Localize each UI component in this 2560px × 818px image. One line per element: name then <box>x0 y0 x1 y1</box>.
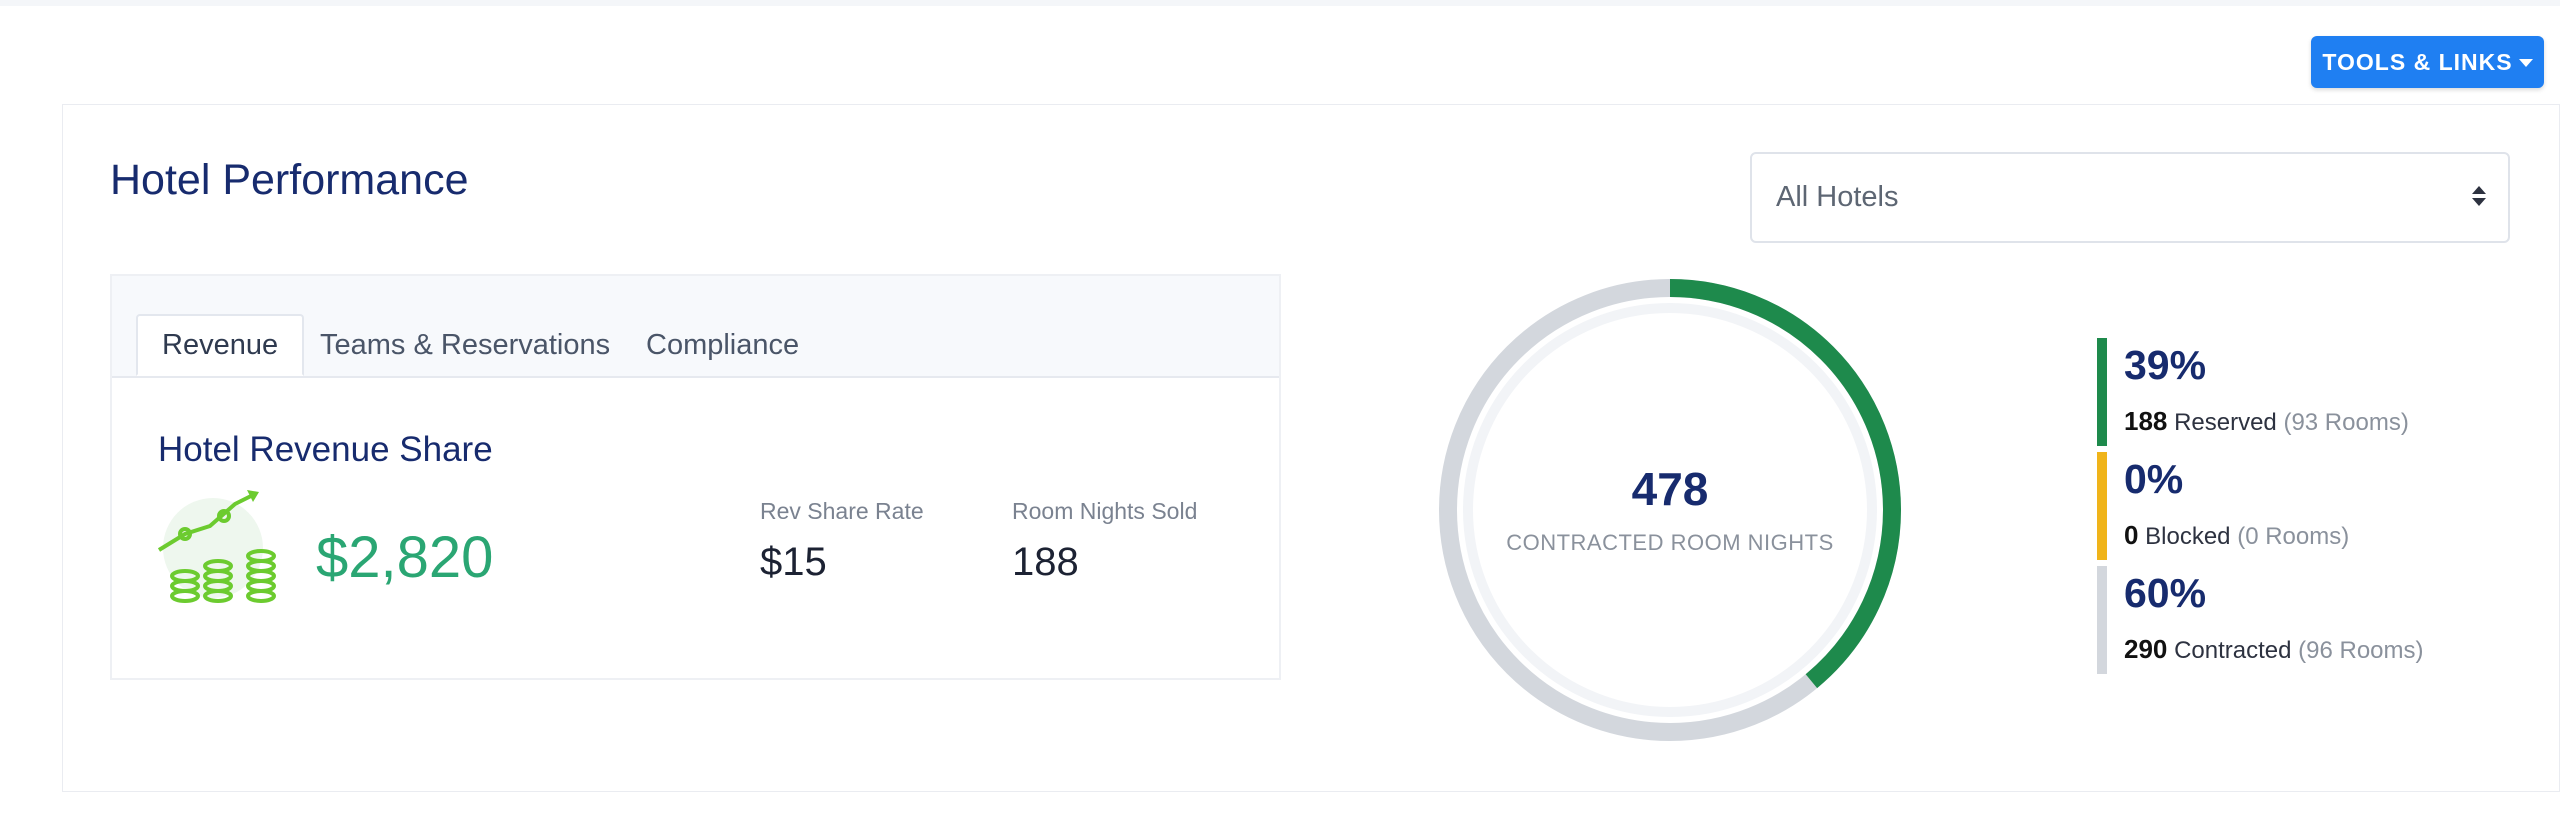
page-title: Hotel Performance <box>110 156 469 204</box>
tools-links-button[interactable]: TOOLS & LINKS <box>2311 36 2544 88</box>
legend-blocked: 0% 0 Blocked (0 Rooms) <box>2097 452 2497 560</box>
tools-links-label: TOOLS & LINKS <box>2322 48 2513 75</box>
hotel-select-value: All Hotels <box>1776 181 1899 213</box>
legend-bar <box>2097 566 2107 674</box>
room-nights-sold-value: 188 <box>1012 540 1079 584</box>
donut-reserved-arc <box>1439 279 1901 741</box>
tab-strip <box>112 276 1279 378</box>
legend-bar <box>2097 338 2107 446</box>
coins-growth-icon <box>157 490 276 603</box>
revenue-share-title: Hotel Revenue Share <box>158 430 493 469</box>
tab-compliance[interactable]: Compliance <box>646 328 800 361</box>
caret-down-icon <box>2518 59 2533 67</box>
legend-detail: 188 Reserved (93 Rooms) <box>2124 406 2409 436</box>
legend-percent: 39% <box>2124 342 2207 388</box>
select-arrows-icon <box>2472 186 2486 206</box>
revenue-amount: $2,820 <box>316 525 494 590</box>
donut-total: 478 <box>1631 463 1709 515</box>
revenue-tab-panel <box>110 274 1281 680</box>
legend-reserved: 39% 188 Reserved (93 Rooms) <box>2097 338 2497 446</box>
rev-share-rate-label: Rev Share Rate <box>760 498 924 524</box>
hotel-select[interactable]: All Hotels <box>1750 152 2510 243</box>
donut-label: CONTRACTED ROOM NIGHTS <box>1506 530 1834 555</box>
legend-percent: 60% <box>2124 570 2207 616</box>
room-nights-donut <box>1439 279 1901 741</box>
legend-contracted: 60% 290 Contracted (96 Rooms) <box>2097 566 2497 674</box>
top-strip <box>0 0 2560 6</box>
tab-revenue[interactable]: Revenue <box>136 314 305 376</box>
legend-bar <box>2097 452 2107 560</box>
legend-detail: 290 Contracted (96 Rooms) <box>2124 634 2424 664</box>
legend-percent: 0% <box>2124 456 2184 502</box>
room-nights-sold-label: Room Nights Sold <box>1012 498 1198 524</box>
tab-teams-reservations[interactable]: Teams & Reservations <box>320 328 611 361</box>
legend-detail: 0 Blocked (0 Rooms) <box>2124 520 2350 550</box>
rev-share-rate-value: $15 <box>760 540 827 584</box>
